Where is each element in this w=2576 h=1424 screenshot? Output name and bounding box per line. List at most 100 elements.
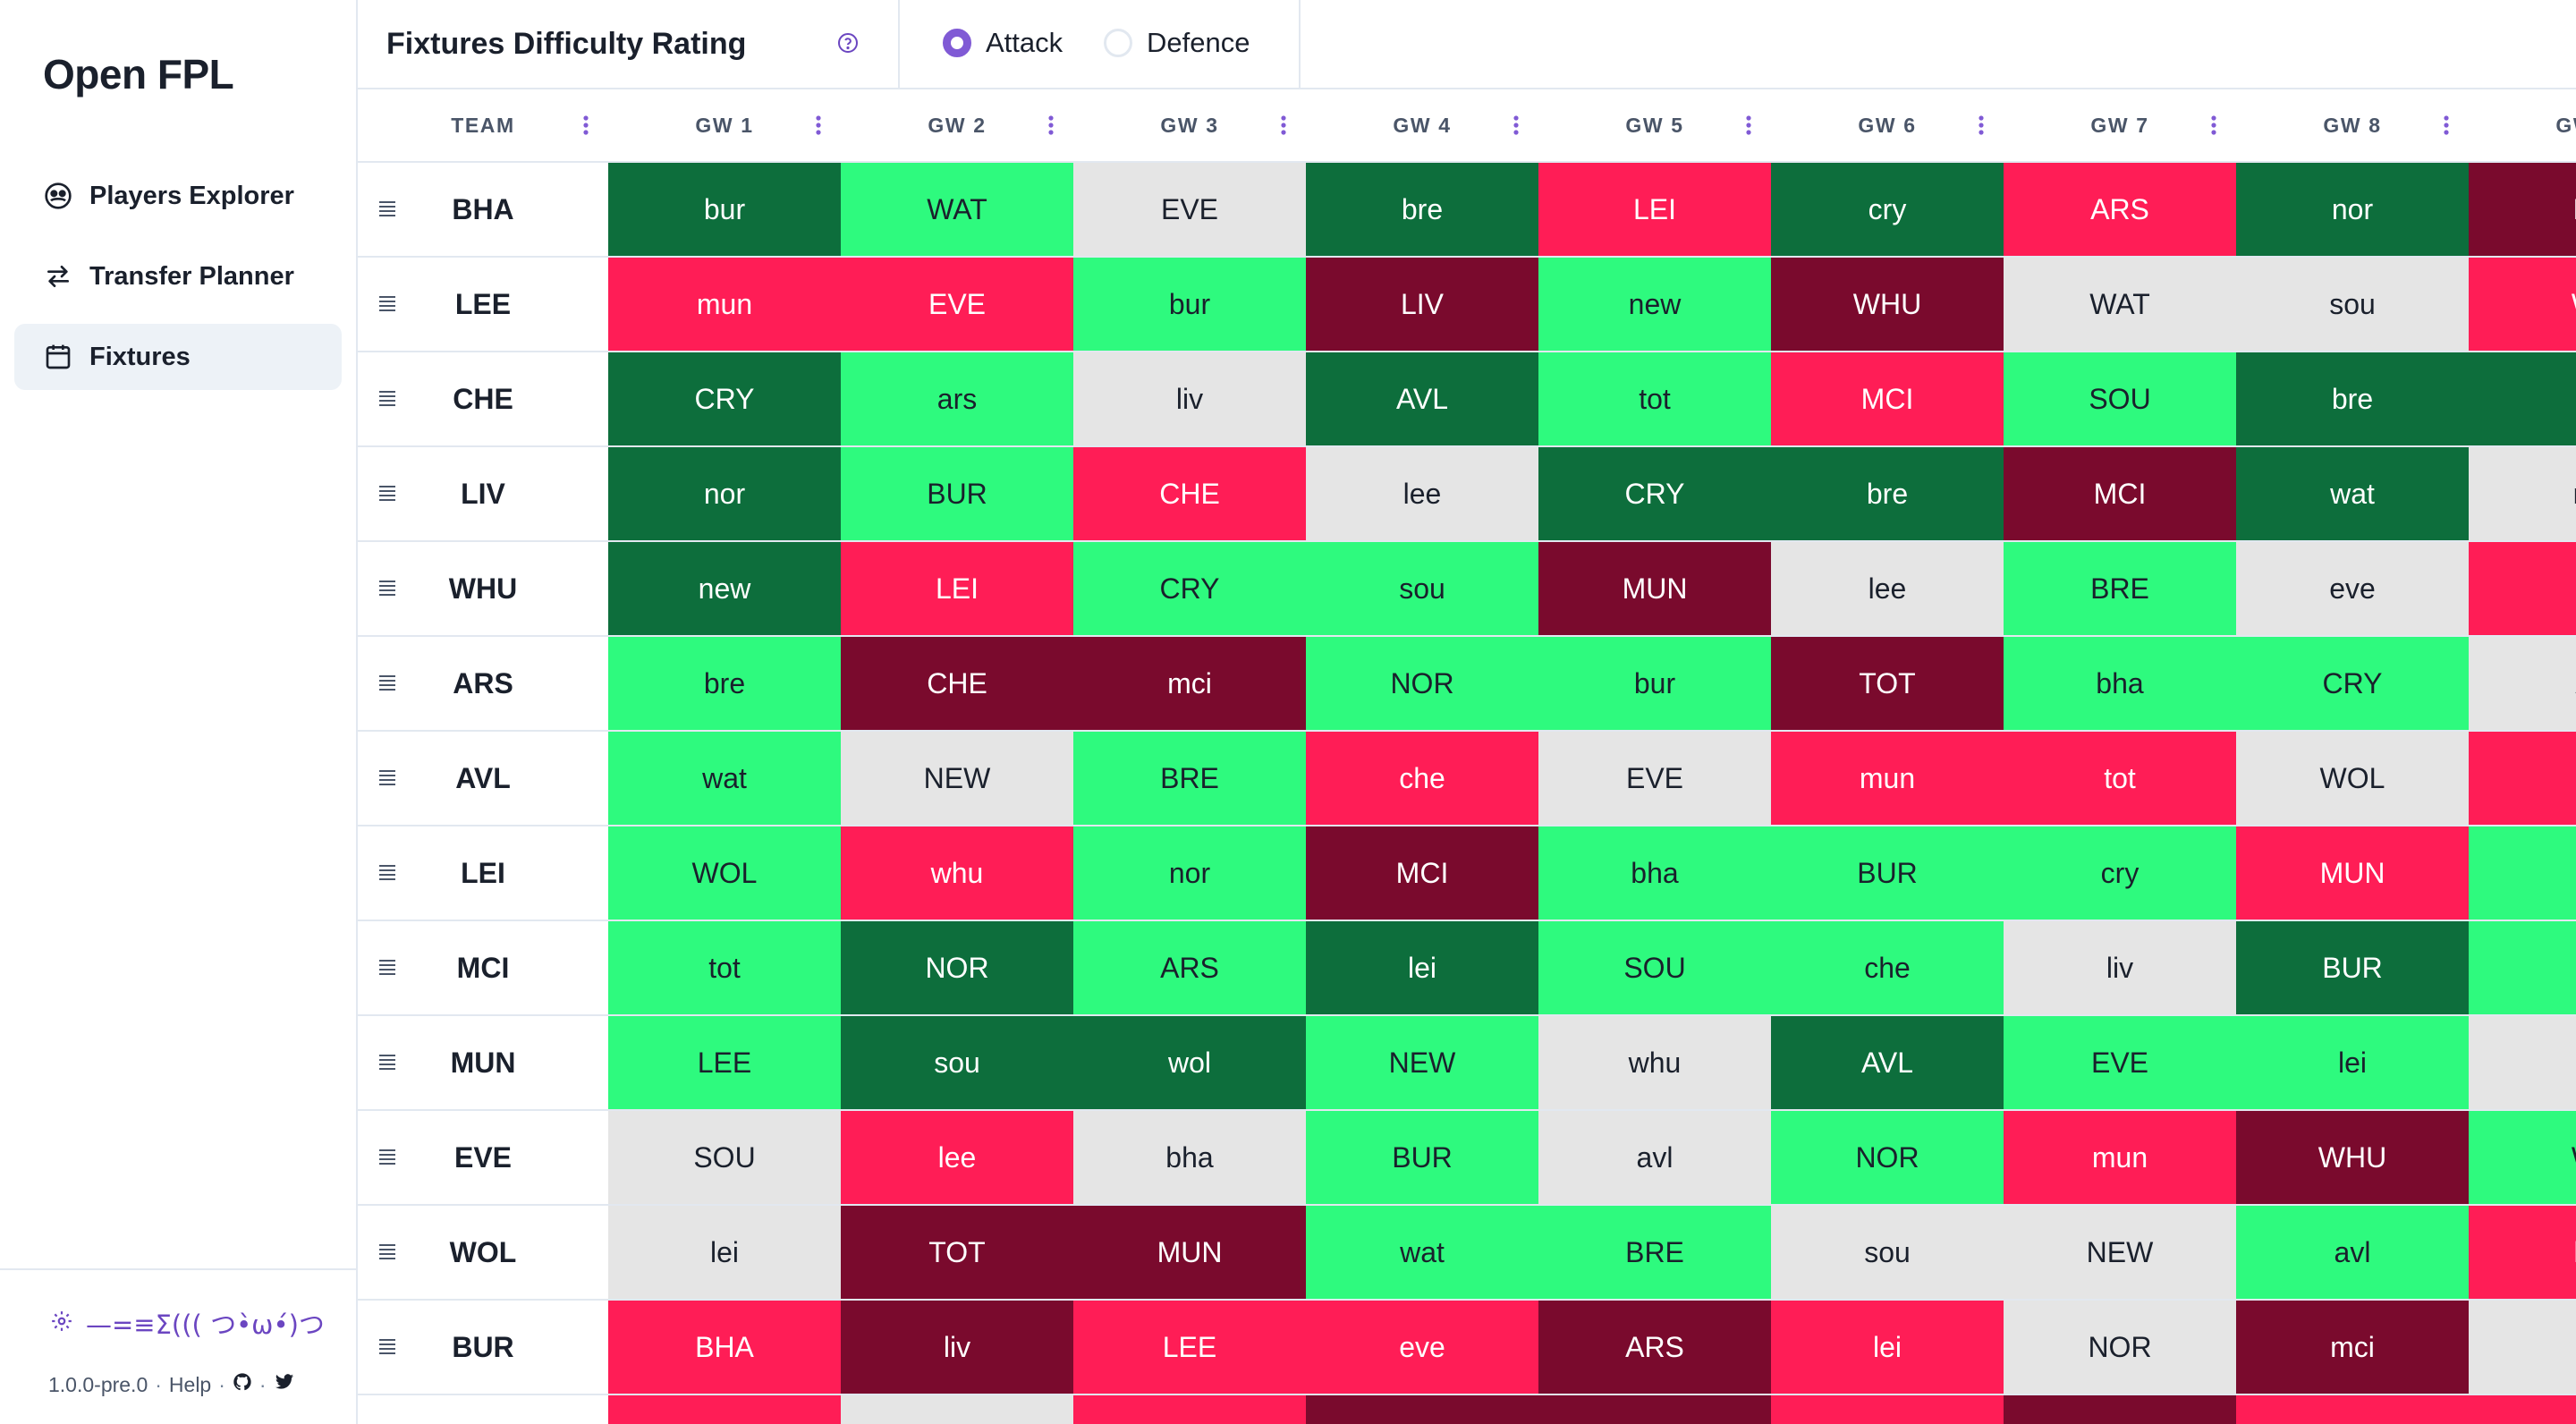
fixture-cell[interactable]: BRE (2004, 542, 2236, 635)
fixture-cell[interactable]: NOR (2004, 1301, 2236, 1394)
fixture-cell[interactable]: EVE (1538, 732, 1771, 825)
fixture-cell[interactable]: WAT (841, 163, 1073, 256)
fixture-cell[interactable]: ARS (2004, 163, 2236, 256)
fixture-cell[interactable]: wat (608, 732, 841, 825)
fixture-cell[interactable]: bha (2004, 637, 2236, 730)
fixture-cell[interactable]: MCI (1771, 352, 2004, 445)
fixture-cell[interactable]: le (2469, 1206, 2576, 1299)
fixture-cell[interactable] (1771, 1395, 2004, 1424)
fixture-cell[interactable]: nor (1073, 826, 1306, 920)
fixture-cell[interactable]: L (2469, 1016, 2576, 1109)
fixture-cell[interactable]: ars (841, 352, 1073, 445)
fixture-cell[interactable]: MUN (2236, 826, 2469, 920)
column-menu-icon[interactable] (814, 114, 823, 137)
column-header-gw[interactable]: GW 9 (2555, 113, 2576, 137)
drag-handle-icon[interactable] (377, 293, 397, 313)
fixture-cell[interactable]: CHE (1073, 447, 1306, 540)
fixture-cell[interactable]: TOT (841, 1206, 1073, 1299)
drag-handle-icon[interactable] (377, 1242, 397, 1261)
defence-radio[interactable]: Defence (1104, 27, 1250, 59)
fixture-cell[interactable]: LEE (608, 1016, 841, 1109)
fixture-cell[interactable]: CRY (2236, 637, 2469, 730)
column-header-gw[interactable]: GW 8 (2323, 113, 2382, 137)
github-icon[interactable] (233, 1372, 252, 1397)
fixture-cell[interactable]: WAT (2004, 258, 2236, 351)
fixture-cell[interactable]: MCI (2004, 447, 2236, 540)
fixture-cell[interactable]: wat (1306, 1206, 1538, 1299)
fixture-cell[interactable]: LEI (841, 542, 1073, 635)
fixture-cell[interactable]: tot (608, 921, 841, 1014)
drag-handle-icon[interactable] (377, 767, 397, 787)
fixture-cell[interactable]: s (2469, 1301, 2576, 1394)
twitter-icon[interactable] (274, 1372, 295, 1397)
help-link[interactable]: Help (168, 1372, 212, 1396)
fixture-cell[interactable]: mun (1771, 732, 2004, 825)
drag-handle-icon[interactable] (377, 673, 397, 692)
fixture-cell[interactable]: NOR (841, 921, 1073, 1014)
fixture-cell[interactable] (1306, 1395, 1538, 1424)
fixture-cell[interactable]: mun (2004, 1111, 2236, 1204)
fixture-cell[interactable]: bre (1306, 163, 1538, 256)
column-menu-icon[interactable] (1744, 114, 1753, 137)
fixture-cell[interactable]: avl (2236, 1206, 2469, 1299)
fixture-cell[interactable]: LEI (1538, 163, 1771, 256)
fixture-cell[interactable]: mci (2236, 1301, 2469, 1394)
fixture-cell[interactable]: bre (1771, 447, 2004, 540)
fixture-cell[interactable]: a (2469, 732, 2576, 825)
fixture-cell[interactable]: EVE (1073, 163, 1306, 256)
drag-handle-icon[interactable] (377, 862, 397, 882)
drag-handle-icon[interactable] (377, 388, 397, 408)
fixture-cell[interactable]: liv (841, 1301, 1073, 1394)
fixture-cell[interactable]: BUR (1306, 1111, 1538, 1204)
fixture-cell[interactable]: AVL (1306, 352, 1538, 445)
fixture-cell[interactable]: lei (1306, 921, 1538, 1014)
column-header-gw[interactable]: GW 3 (1160, 113, 1219, 137)
attack-radio[interactable]: Attack (943, 27, 1063, 59)
fixture-cell[interactable]: wol (1073, 1016, 1306, 1109)
fixture-cell[interactable]: liv (2004, 921, 2236, 1014)
fixture-cell[interactable]: BRE (1538, 1206, 1771, 1299)
fixture-cell[interactable]: wat (2236, 447, 2469, 540)
column-menu-icon[interactable] (1512, 114, 1521, 137)
fixture-cell[interactable]: whu (841, 826, 1073, 920)
fixture-cell[interactable]: BRE (1073, 732, 1306, 825)
fixture-cell[interactable]: CHE (841, 637, 1073, 730)
fixture-cell[interactable]: bur (1538, 637, 1771, 730)
fixture-cell[interactable]: M (2469, 163, 2576, 256)
fixture-cell[interactable]: SOU (1538, 921, 1771, 1014)
fixture-cell[interactable]: cry (2004, 826, 2236, 920)
fixture-cell[interactable] (2004, 1395, 2236, 1424)
fixture-cell[interactable]: BUR (2236, 921, 2469, 1014)
drag-handle-icon[interactable] (377, 199, 397, 218)
fixture-cell[interactable]: lee (841, 1111, 1073, 1204)
fixture-cell[interactable]: avl (1538, 1111, 1771, 1204)
fixture-cell[interactable]: T (2469, 542, 2576, 635)
fixture-cell[interactable]: CRY (1073, 542, 1306, 635)
fixture-cell[interactable]: tot (2004, 732, 2236, 825)
fixture-cell[interactable]: lee (1306, 447, 1538, 540)
drag-handle-icon[interactable] (377, 578, 397, 598)
fixture-cell[interactable]: CRY (608, 352, 841, 445)
fixture-cell[interactable]: lei (2236, 1016, 2469, 1109)
column-menu-icon[interactable] (1046, 114, 1055, 137)
fixture-cell[interactable]: W (2469, 258, 2576, 351)
fixture-cell[interactable] (2236, 1395, 2469, 1424)
fixture-cell[interactable]: ARS (1073, 921, 1306, 1014)
fixture-cell[interactable]: nor (608, 447, 841, 540)
column-menu-icon[interactable] (1279, 114, 1288, 137)
fixture-cell[interactable]: BUR (841, 447, 1073, 540)
fixture-cell[interactable]: tot (1538, 352, 1771, 445)
fixture-cell[interactable]: lee (1771, 542, 2004, 635)
fixture-cell[interactable]: WOL (608, 826, 841, 920)
fixture-cell[interactable]: b (2469, 921, 2576, 1014)
column-header-gw[interactable]: GW 4 (1393, 113, 1452, 137)
column-menu-icon[interactable] (581, 114, 590, 137)
fixture-cell[interactable] (608, 1395, 841, 1424)
fixture-cell[interactable] (2469, 1395, 2576, 1424)
drag-handle-icon[interactable] (377, 1336, 397, 1356)
column-header-gw[interactable]: GW 7 (2090, 113, 2149, 137)
fixture-cell[interactable]: WOL (2236, 732, 2469, 825)
fixture-cell[interactable]: LIV (1306, 258, 1538, 351)
fixture-cell[interactable]: NEW (1306, 1016, 1538, 1109)
fixture-cell[interactable]: new (608, 542, 841, 635)
